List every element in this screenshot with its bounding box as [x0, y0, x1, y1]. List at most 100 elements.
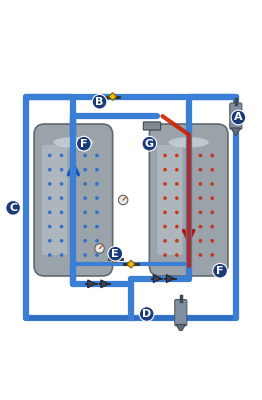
FancyBboxPatch shape	[34, 124, 113, 276]
Circle shape	[108, 246, 123, 261]
Polygon shape	[101, 280, 109, 288]
Circle shape	[95, 239, 99, 243]
Text: B: B	[95, 97, 104, 107]
Circle shape	[48, 168, 52, 172]
FancyBboxPatch shape	[149, 124, 228, 276]
Text: F: F	[80, 139, 88, 149]
Text: C: C	[9, 203, 17, 213]
Circle shape	[95, 182, 99, 186]
Circle shape	[187, 154, 190, 157]
Circle shape	[60, 210, 63, 214]
Circle shape	[95, 225, 99, 228]
Circle shape	[175, 168, 179, 172]
Polygon shape	[153, 275, 161, 282]
Circle shape	[175, 154, 179, 157]
Circle shape	[95, 196, 99, 200]
Circle shape	[175, 239, 179, 243]
Polygon shape	[127, 260, 135, 268]
Circle shape	[163, 225, 167, 228]
Circle shape	[213, 264, 227, 278]
FancyBboxPatch shape	[143, 122, 161, 130]
Circle shape	[199, 239, 202, 243]
Circle shape	[199, 210, 202, 214]
Polygon shape	[166, 275, 174, 282]
Circle shape	[231, 110, 246, 125]
Circle shape	[163, 210, 167, 214]
Circle shape	[48, 196, 52, 200]
Circle shape	[60, 168, 63, 172]
Circle shape	[83, 210, 87, 214]
Circle shape	[199, 253, 202, 257]
Text: D: D	[142, 309, 151, 319]
Circle shape	[95, 168, 99, 172]
Circle shape	[83, 196, 87, 200]
Circle shape	[175, 253, 179, 257]
Circle shape	[199, 196, 202, 200]
Circle shape	[83, 225, 87, 228]
Circle shape	[95, 154, 99, 157]
Circle shape	[187, 168, 190, 172]
Polygon shape	[109, 92, 117, 100]
Circle shape	[210, 154, 214, 157]
Circle shape	[199, 182, 202, 186]
Circle shape	[142, 136, 157, 151]
Circle shape	[72, 225, 75, 228]
Circle shape	[72, 154, 75, 157]
Circle shape	[210, 182, 214, 186]
Circle shape	[95, 253, 99, 257]
Circle shape	[210, 253, 214, 257]
Circle shape	[199, 168, 202, 172]
Circle shape	[163, 239, 167, 243]
Circle shape	[187, 253, 190, 257]
Circle shape	[210, 225, 214, 228]
Circle shape	[48, 225, 52, 228]
Circle shape	[210, 239, 214, 243]
Circle shape	[163, 154, 167, 157]
Circle shape	[48, 239, 52, 243]
Polygon shape	[176, 324, 185, 332]
Circle shape	[92, 94, 107, 109]
Polygon shape	[231, 128, 241, 136]
Circle shape	[139, 307, 154, 321]
Circle shape	[48, 182, 52, 186]
Circle shape	[83, 239, 87, 243]
Text: E: E	[111, 249, 119, 259]
Ellipse shape	[168, 137, 209, 148]
Text: G: G	[145, 139, 154, 149]
Circle shape	[210, 196, 214, 200]
Circle shape	[187, 210, 190, 214]
Circle shape	[210, 168, 214, 172]
Circle shape	[60, 182, 63, 186]
Circle shape	[163, 168, 167, 172]
Circle shape	[60, 196, 63, 200]
Circle shape	[48, 253, 52, 257]
Circle shape	[72, 168, 75, 172]
Circle shape	[83, 154, 87, 157]
FancyBboxPatch shape	[42, 145, 67, 255]
Polygon shape	[111, 255, 119, 263]
Circle shape	[83, 253, 87, 257]
Ellipse shape	[53, 137, 94, 148]
Circle shape	[48, 210, 52, 214]
Circle shape	[83, 168, 87, 172]
Text: A: A	[234, 112, 243, 122]
Circle shape	[175, 210, 179, 214]
Circle shape	[187, 225, 190, 228]
FancyBboxPatch shape	[175, 300, 187, 326]
Circle shape	[199, 154, 202, 157]
Circle shape	[163, 196, 167, 200]
Circle shape	[77, 136, 91, 151]
Circle shape	[187, 182, 190, 186]
FancyBboxPatch shape	[157, 145, 183, 255]
Circle shape	[187, 196, 190, 200]
Circle shape	[60, 253, 63, 257]
Circle shape	[72, 239, 75, 243]
Circle shape	[48, 154, 52, 157]
Circle shape	[72, 182, 75, 186]
Circle shape	[175, 225, 179, 228]
Circle shape	[60, 225, 63, 228]
Polygon shape	[88, 280, 96, 288]
Circle shape	[60, 154, 63, 157]
Circle shape	[163, 253, 167, 257]
Circle shape	[118, 195, 128, 205]
